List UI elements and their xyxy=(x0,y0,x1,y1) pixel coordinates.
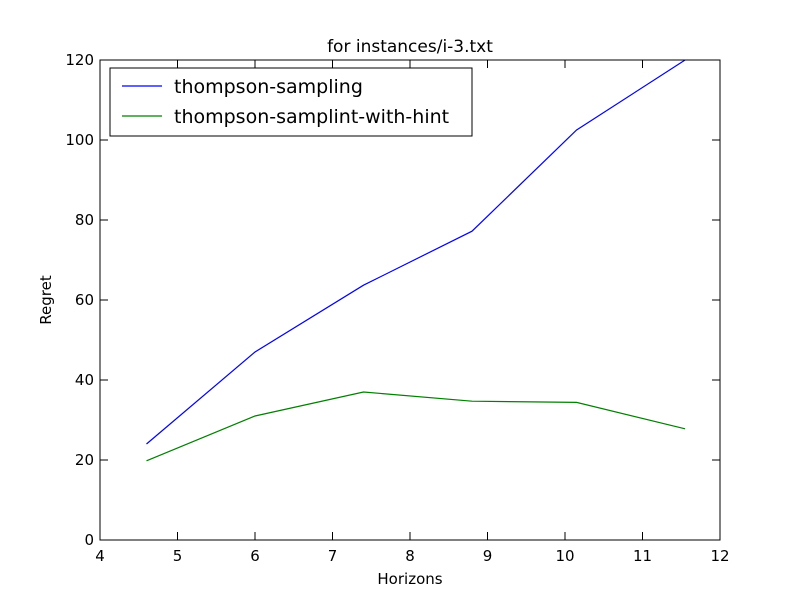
x-tick-label: 6 xyxy=(250,547,260,565)
x-tick-label: 9 xyxy=(483,547,493,565)
y-axis-label: Regret xyxy=(37,275,55,325)
x-tick-label: 8 xyxy=(405,547,415,565)
x-tick-label: 11 xyxy=(633,547,652,565)
y-tick-label: 120 xyxy=(65,51,94,69)
legend-label: thompson-sampling xyxy=(174,76,363,98)
x-axis-label: Horizons xyxy=(377,570,442,588)
y-tick-label: 80 xyxy=(75,211,94,229)
series-line-1 xyxy=(146,59,686,445)
x-tick-label: 12 xyxy=(710,547,729,565)
x-tick-label: 10 xyxy=(555,547,574,565)
x-axis-ticks: 4 5 6 7 8 9 10 11 12 xyxy=(95,60,730,565)
series-line-2 xyxy=(146,391,686,462)
series-lines xyxy=(146,59,686,462)
x-tick-label: 5 xyxy=(173,547,183,565)
legend-box xyxy=(109,67,473,137)
y-axis-ticks: 0 20 40 60 80 100 120 xyxy=(65,51,720,549)
legend-label: thompson-samplint-with-hint xyxy=(174,106,449,128)
y-tick-label: 20 xyxy=(75,451,94,469)
plot-frame xyxy=(99,59,721,541)
y-tick-label: 0 xyxy=(84,531,94,549)
legend: thompson-sampling thompson-samplint-with-… xyxy=(109,67,473,137)
chart-title: for instances/i-3.txt xyxy=(327,37,493,57)
y-tick-label: 100 xyxy=(65,131,94,149)
y-tick-label: 60 xyxy=(75,291,94,309)
y-tick-label: 40 xyxy=(75,371,94,389)
x-tick-label: 4 xyxy=(95,547,105,565)
x-tick-label: 7 xyxy=(328,547,338,565)
